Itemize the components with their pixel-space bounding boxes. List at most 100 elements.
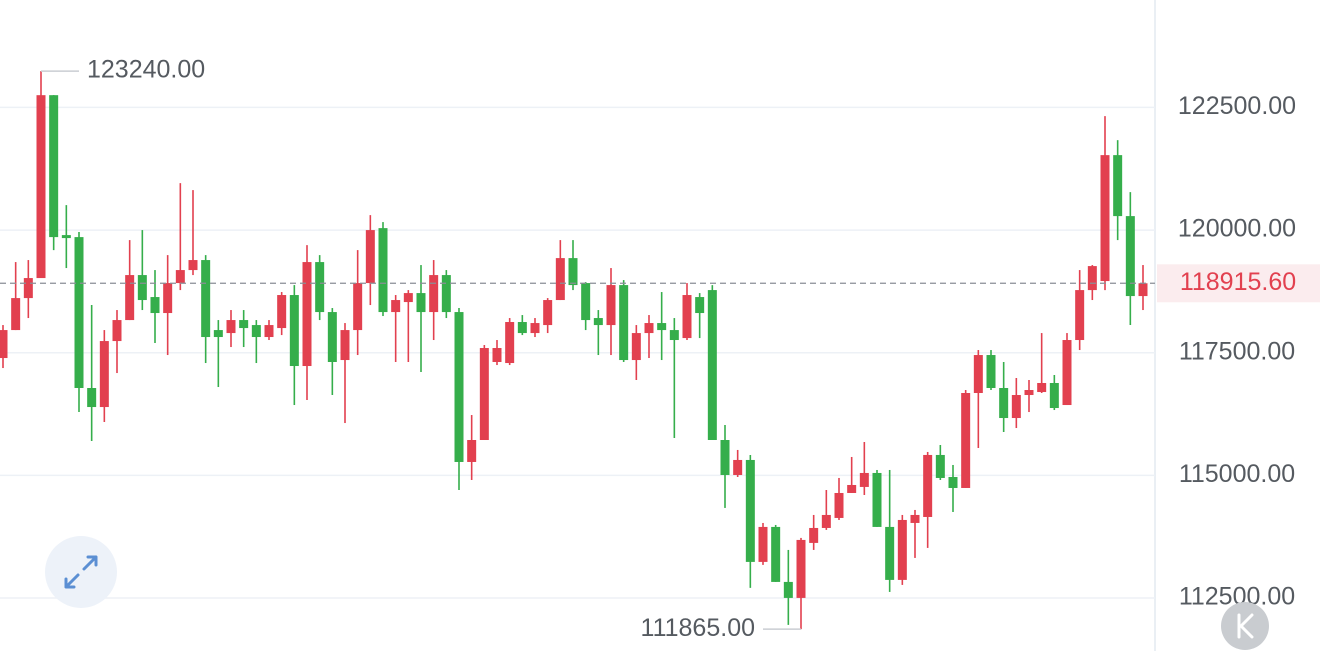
candle-body	[555, 258, 565, 301]
grid	[0, 106, 1155, 599]
candle-body	[1087, 266, 1097, 291]
candle-body	[923, 454, 933, 517]
candle-body	[125, 275, 135, 321]
candle-body	[1075, 290, 1085, 341]
candle-body	[1062, 340, 1072, 406]
candle-body	[1125, 216, 1135, 297]
candle-body	[682, 295, 692, 339]
candle-body	[771, 526, 781, 582]
candle-body	[631, 333, 641, 361]
candle-body	[239, 320, 249, 329]
candle-body	[61, 235, 71, 239]
candle-body	[910, 514, 920, 523]
candle-body	[657, 323, 667, 331]
candle-body	[340, 330, 350, 361]
candle-body	[365, 230, 375, 284]
candle-body	[429, 275, 439, 313]
candle-body	[277, 295, 287, 329]
candle-body	[1100, 155, 1110, 282]
candle-body	[935, 454, 945, 478]
candle-body	[163, 283, 173, 314]
candle-body	[961, 393, 971, 488]
y-tick-label: 122500.00	[1178, 92, 1296, 120]
y-tick-label: 115000.00	[1179, 460, 1295, 488]
candle-body	[973, 355, 983, 394]
candle-body	[302, 262, 312, 367]
expand-icon[interactable]	[64, 555, 98, 589]
candle-body	[99, 341, 109, 408]
candle-body	[251, 325, 261, 338]
candle-body	[733, 459, 743, 475]
candle-body	[986, 355, 996, 388]
candle-body	[644, 323, 654, 334]
max-label: 123240.00	[87, 56, 205, 84]
candle-body	[137, 275, 147, 301]
candle-body	[226, 320, 236, 334]
candle-body	[669, 330, 679, 341]
expand-button-bg[interactable]	[45, 536, 117, 608]
candle-body	[112, 320, 122, 342]
candle-body	[391, 300, 401, 313]
candle-body	[872, 472, 882, 527]
candle-body	[479, 348, 489, 441]
candle-body	[783, 581, 793, 598]
candle-body	[23, 278, 33, 299]
candle-body	[999, 387, 1009, 419]
candle-body	[745, 459, 755, 562]
last-price-tag	[1157, 264, 1320, 303]
labels: 112500.00115000.00117500.00120000.001225…	[0, 56, 1320, 642]
candle-body	[1024, 390, 1034, 396]
candle-body	[201, 260, 211, 338]
candle-body	[543, 300, 553, 326]
candle-body	[188, 260, 198, 271]
candle-body	[327, 312, 337, 362]
candle-body	[11, 298, 21, 331]
candle-body	[1037, 382, 1047, 393]
candle-body	[1049, 382, 1059, 409]
y-tick-label: 117500.00	[1179, 337, 1295, 365]
kline-button[interactable]	[1221, 602, 1269, 650]
candle-body	[796, 539, 806, 598]
candle-body	[821, 514, 831, 528]
candle-body	[213, 330, 223, 338]
candle-body	[948, 476, 958, 488]
candle-body	[289, 295, 299, 367]
kline-button-bg[interactable]	[1221, 602, 1269, 650]
candle-body	[847, 484, 857, 493]
candle-body	[885, 526, 895, 580]
candle-body	[492, 348, 502, 362]
candle-body	[36, 95, 46, 279]
candle-body	[264, 325, 274, 338]
candle-body	[897, 519, 907, 580]
candle-body	[859, 472, 869, 487]
last-price-label: 118915.60	[1180, 268, 1296, 296]
candle-body	[0, 330, 8, 359]
candle-body	[454, 312, 464, 462]
candle-body	[1011, 395, 1021, 419]
candle-body	[530, 323, 540, 334]
candle-body	[175, 270, 185, 284]
candle-body	[593, 318, 603, 326]
candle-body	[581, 283, 591, 321]
candle-body	[416, 293, 426, 313]
candle-body	[467, 440, 477, 462]
kline-icon[interactable]	[1237, 613, 1254, 639]
candle-body	[378, 228, 388, 313]
candle-body	[695, 297, 705, 314]
candle-body	[809, 527, 819, 543]
candle-body	[353, 283, 363, 331]
min-label: 111865.00	[641, 614, 755, 642]
candle-body	[150, 297, 160, 314]
candle-body	[403, 293, 413, 303]
candle-body	[758, 526, 768, 562]
candle-body	[87, 387, 97, 408]
candle-body	[441, 275, 451, 313]
candle-body	[720, 440, 730, 475]
candle-body	[1138, 283, 1148, 297]
candle-body	[834, 492, 844, 518]
candle-body	[619, 285, 629, 361]
y-tick-label: 120000.00	[1178, 215, 1296, 243]
expand-button[interactable]	[45, 536, 117, 608]
